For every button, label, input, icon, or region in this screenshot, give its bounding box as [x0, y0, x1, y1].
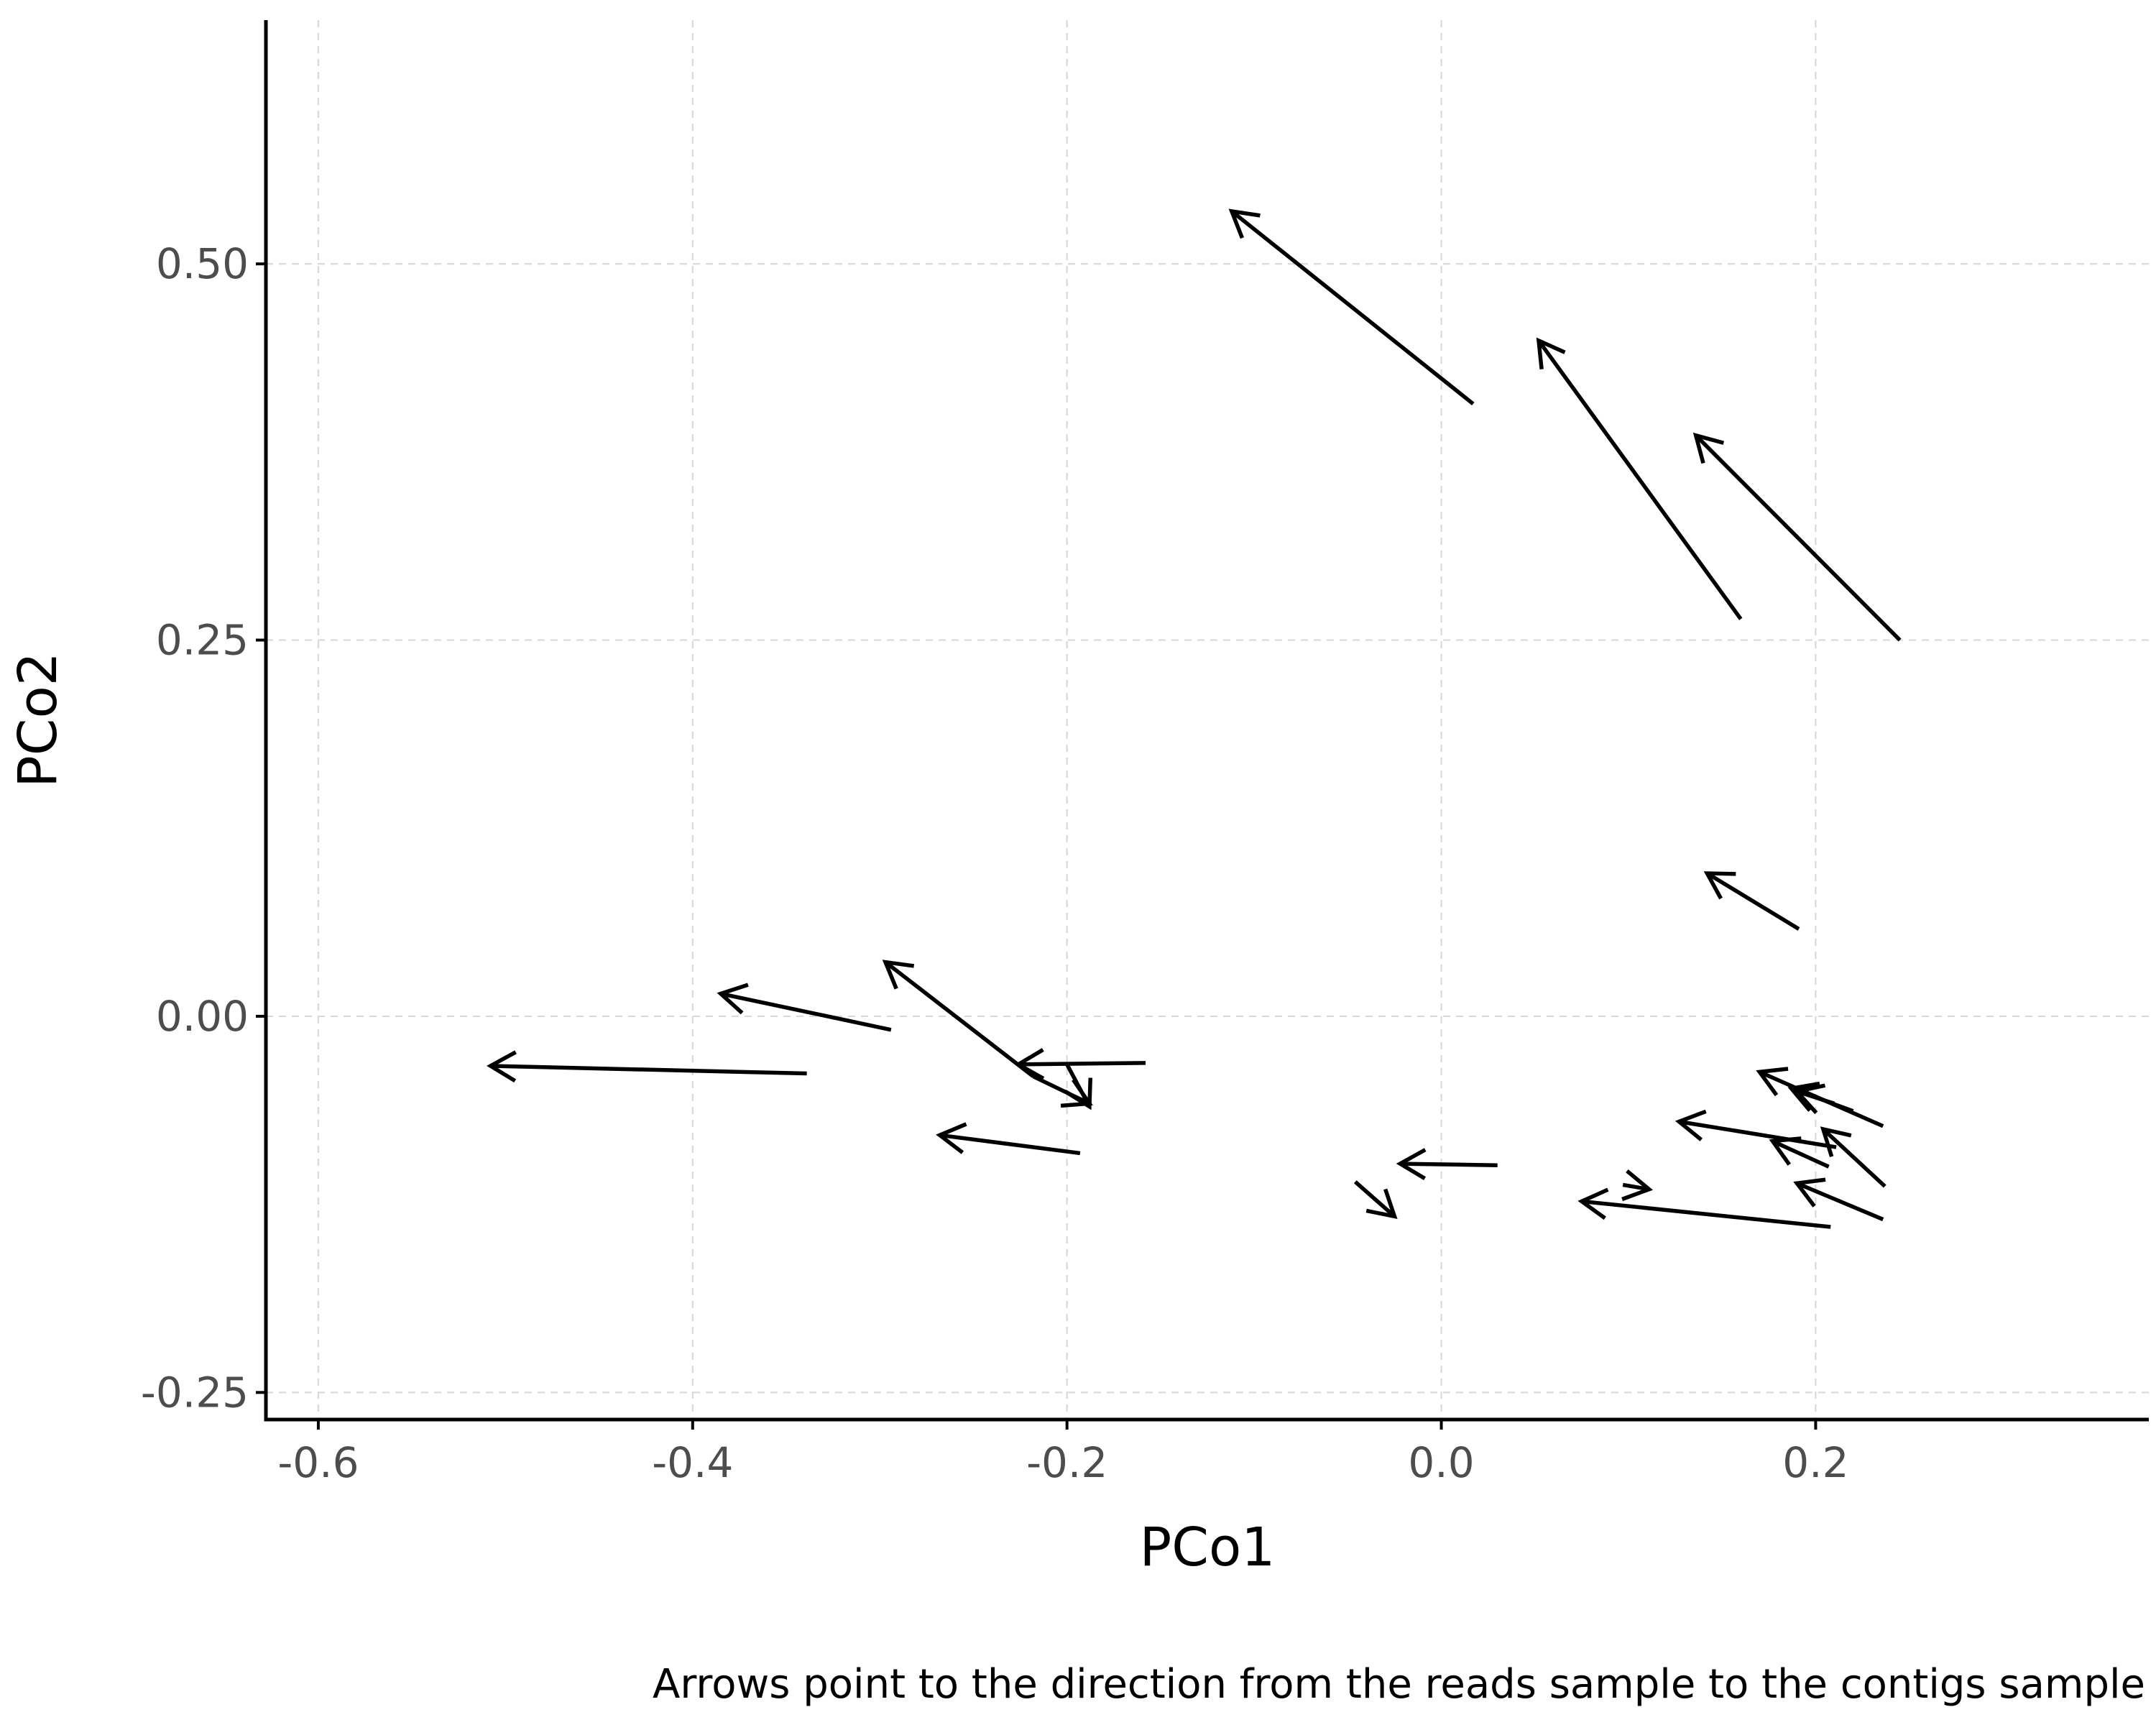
arrow-1: [1536, 337, 1743, 620]
arrow-head-21: [1793, 1177, 1826, 1208]
y-tick-label-1: 0.00: [156, 992, 249, 1041]
arrow-head-9: [1064, 1077, 1093, 1110]
arrow-21: [1793, 1177, 1884, 1222]
arrow-head-2: [1692, 432, 1725, 464]
arrow-shaft-12: [1353, 1180, 1396, 1218]
y-axis-ticks: -0.25 0.00 0.25 0.50: [141, 239, 266, 1417]
arrow-shaft-21: [1796, 1181, 1884, 1222]
x-tick-label-1: -0.4: [652, 1438, 733, 1487]
arrow-3: [1703, 871, 1800, 931]
arrow-shaft-14: [1581, 1199, 1831, 1229]
arrow-head-4: [487, 1050, 517, 1083]
arrow-head-19: [1769, 1136, 1802, 1166]
arrow-20: [1820, 1126, 1886, 1188]
arrow-shaft-18: [1796, 1089, 1835, 1105]
arrow-head-15: [1674, 1109, 1707, 1141]
arrow-head-14: [1577, 1187, 1609, 1220]
chart-caption: Arrows point to the direction from the r…: [653, 1661, 2145, 1708]
arrow-head-6: [882, 960, 915, 990]
arrow-2: [1692, 432, 1902, 642]
y-tick-label-2: 0.25: [156, 616, 249, 665]
arrow-head-3: [1703, 871, 1736, 900]
arrow-head-13: [1621, 1169, 1654, 1202]
arrow-series: [487, 208, 1902, 1229]
vertical-gridlines: [317, 20, 1817, 1420]
x-axis-ticks: -0.6 -0.4 -0.2 0.0 0.2: [277, 1420, 1849, 1487]
arrow-shaft-2: [1694, 433, 1902, 642]
arrow-10: [936, 1122, 1081, 1156]
arrow-head-20: [1820, 1126, 1852, 1157]
arrow-0: [1228, 208, 1475, 406]
arrow-shaft-13: [1622, 1182, 1650, 1192]
y-axis-title: PCo2: [7, 652, 69, 788]
arrow-head-8: [1014, 1048, 1045, 1080]
arrow-head-18: [1793, 1083, 1826, 1115]
arrow-head-12: [1365, 1188, 1398, 1220]
arrow-14: [1577, 1187, 1831, 1229]
x-tick-label-4: 0.2: [1782, 1438, 1848, 1487]
x-axis-title: PCo1: [1140, 1517, 1276, 1578]
arrow-head-0: [1228, 208, 1261, 239]
x-tick-label-2: -0.2: [1026, 1438, 1107, 1487]
arrow-shaft-8: [1018, 1061, 1146, 1067]
arrow-13: [1621, 1169, 1654, 1202]
arrow-head-10: [936, 1122, 967, 1154]
arrow-19: [1769, 1136, 1830, 1169]
arrow-6: [882, 960, 1035, 1078]
arrow-shaft-1: [1537, 339, 1743, 620]
arrow-15: [1674, 1109, 1837, 1149]
horizontal-gridlines: [266, 263, 2149, 1394]
arrow-shaft-10: [939, 1133, 1081, 1156]
arrow-18: [1793, 1083, 1835, 1115]
x-tick-label-0: -0.6: [277, 1438, 359, 1487]
arrow-head-1: [1536, 337, 1566, 369]
x-tick-label-3: 0.0: [1408, 1438, 1474, 1487]
arrow-shaft-15: [1678, 1119, 1837, 1149]
arrow-shaft-4: [490, 1064, 807, 1076]
arrow-shaft-6: [884, 960, 1035, 1078]
arrow-shaft-9: [1065, 1063, 1092, 1108]
arrow-shaft-19: [1772, 1139, 1830, 1169]
arrow-shaft-20: [1821, 1127, 1886, 1188]
arrow-head-17: [1787, 1081, 1820, 1112]
y-tick-label-3: 0.50: [156, 239, 249, 288]
arrow-head-11: [1396, 1148, 1427, 1180]
arrow-shaft-0: [1230, 209, 1475, 406]
arrow-8: [1014, 1048, 1146, 1080]
arrow-head-5: [717, 983, 749, 1015]
arrow-12: [1353, 1180, 1398, 1220]
arrow-11: [1396, 1148, 1498, 1180]
y-tick-label-0: -0.25: [141, 1368, 249, 1417]
arrow-9: [1064, 1063, 1093, 1110]
arrow-shaft-3: [1705, 871, 1800, 931]
arrow-5: [717, 983, 892, 1032]
arrow-4: [487, 1050, 807, 1083]
arrow-shaft-11: [1400, 1162, 1498, 1167]
arrow-head-16: [1756, 1067, 1789, 1097]
arrow-shaft-5: [720, 991, 892, 1032]
